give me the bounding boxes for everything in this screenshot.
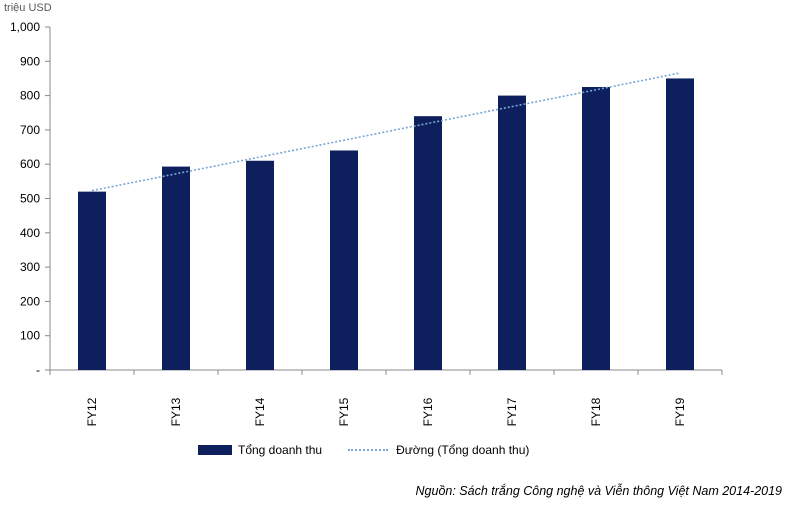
bar-fy19 xyxy=(666,78,694,370)
x-tick-label: FY19 xyxy=(673,397,687,426)
bar-fy14 xyxy=(246,160,274,370)
y-tick-label: 800 xyxy=(20,89,40,103)
y-tick-label: 700 xyxy=(20,123,40,137)
y-tick-label: 300 xyxy=(20,260,40,274)
y-tick-label: 900 xyxy=(20,54,40,68)
x-tick-label: FY17 xyxy=(505,397,519,426)
x-tick-label: FY12 xyxy=(85,397,99,426)
bar-fy16 xyxy=(414,116,442,371)
x-tick-label: FY14 xyxy=(253,397,267,426)
legend-label-revenue: Tổng doanh thu xyxy=(238,443,323,457)
y-tick-label: 600 xyxy=(20,157,40,171)
x-tick-label: FY15 xyxy=(337,397,351,426)
legend-swatch-trendline xyxy=(348,449,389,451)
y-tick-label: 1,000 xyxy=(10,20,40,34)
source-note: Nguồn: Sách trắng Công nghệ và Viễn thôn… xyxy=(415,484,782,498)
x-tick-label: FY16 xyxy=(421,397,435,426)
y-tick-label: 400 xyxy=(20,226,40,240)
chart-legend: Tổng doanh thu Đường (Tổng doanh thu) xyxy=(198,443,553,457)
y-tick-label: 100 xyxy=(20,329,40,343)
y-tick-label: 200 xyxy=(20,294,40,308)
bar-fy18 xyxy=(582,87,610,371)
y-axis-unit-label: triệu USD xyxy=(4,2,52,14)
legend-item-revenue: Tổng doanh thu xyxy=(198,443,322,457)
legend-item-trendline: Đường (Tổng doanh thu) xyxy=(346,443,529,457)
x-tick-label: FY13 xyxy=(169,397,183,426)
bar-fy12 xyxy=(78,191,106,370)
legend-label-trendline: Đường (Tổng doanh thu) xyxy=(396,443,530,457)
bar-fy15 xyxy=(330,150,358,370)
legend-swatch-bar xyxy=(198,445,232,455)
bar-fy17 xyxy=(498,95,526,370)
y-tick-label: - xyxy=(36,363,40,377)
bar-fy13 xyxy=(162,166,190,370)
x-tick-label: FY18 xyxy=(589,397,603,426)
y-tick-label: 500 xyxy=(20,192,40,206)
